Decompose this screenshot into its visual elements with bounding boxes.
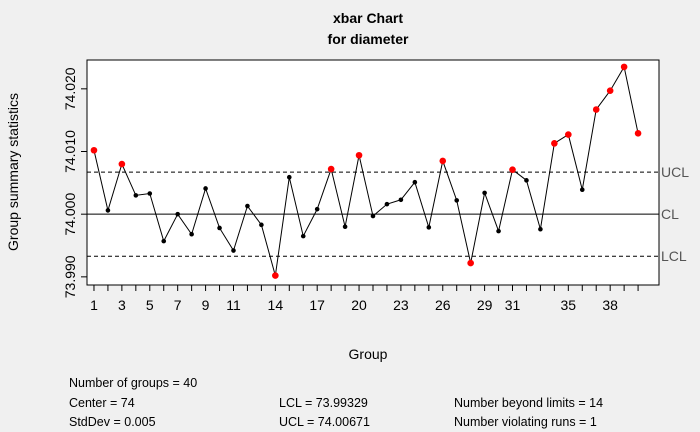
chart-title: xbar Chart: [333, 10, 403, 26]
data-point: [579, 187, 585, 193]
stat-beyond-limits: Number beyond limits = 14: [454, 396, 604, 410]
stat-number-of-groups: Number of groups = 40: [69, 376, 198, 390]
data-point: [482, 190, 487, 196]
stat-stddev: StdDev = 0.005: [69, 415, 156, 429]
data-point-violation: [565, 131, 572, 138]
y-axis-label: Group summary statistics: [5, 93, 21, 251]
limit-label-cl: CL: [661, 206, 679, 222]
x-tick-label: 14: [268, 297, 284, 313]
data-point: [412, 179, 418, 185]
data-point-violation: [467, 259, 474, 267]
data-point-violation: [592, 106, 600, 113]
x-tick-label: 29: [477, 297, 493, 313]
data-point-violation: [355, 151, 363, 159]
data-point-violation: [551, 140, 558, 147]
data-point: [314, 206, 320, 212]
y-tick-label: 74.010: [62, 130, 78, 173]
x-tick-label: 38: [602, 297, 618, 313]
data-point: [245, 203, 250, 209]
data-point: [370, 213, 376, 219]
data-point-violation: [327, 165, 335, 173]
x-tick-label: 35: [561, 297, 577, 313]
x-tick-label: 31: [505, 297, 521, 313]
data-point: [286, 174, 292, 180]
data-point: [398, 197, 404, 203]
data-point-violation: [118, 160, 126, 168]
x-tick-label: 7: [174, 297, 182, 313]
x-tick-label: 17: [309, 297, 325, 313]
data-point: [538, 226, 543, 232]
data-point: [524, 178, 529, 183]
x-tick-label: 1: [90, 297, 98, 313]
limit-label-ucl: UCL: [661, 164, 689, 180]
series-line: [93, 65, 639, 276]
data-point: [384, 201, 390, 207]
stat-ucl: UCL = 74.00671: [279, 415, 370, 429]
data-point-violation: [90, 146, 98, 154]
data-point-violation: [509, 166, 516, 173]
data-point-violation: [439, 157, 447, 165]
y-tick-label: 74.020: [62, 67, 78, 110]
data-point: [259, 222, 264, 228]
y-tick-label: 74.000: [62, 193, 78, 236]
limit-label-lcl: LCL: [661, 248, 687, 264]
data-point-violation: [634, 130, 642, 137]
x-tick-label: 23: [393, 297, 409, 313]
data-point: [105, 208, 111, 213]
x-tick-label: 9: [202, 297, 210, 313]
data-point: [426, 225, 432, 230]
data-point: [496, 228, 501, 234]
data-point: [133, 193, 139, 198]
stat-lcl: LCL = 73.99329: [279, 396, 368, 410]
x-axis-label: Group: [349, 346, 388, 362]
x-tick-label: 3: [118, 297, 126, 313]
y-tick-label: 73.990: [62, 255, 78, 298]
stat-violating-runs: Number violating runs = 1: [454, 415, 597, 429]
data-point: [203, 186, 208, 191]
data-point: [454, 198, 460, 203]
data-point: [300, 233, 306, 239]
data-point: [147, 191, 153, 196]
x-tick-label: 20: [351, 297, 367, 313]
data-point-violation: [620, 63, 628, 71]
x-tick-label: 5: [146, 297, 154, 313]
chart-subtitle: for diameter: [328, 31, 409, 47]
data-point-violation: [606, 87, 614, 95]
data-point: [231, 248, 236, 253]
stat-center: Center = 74: [69, 396, 135, 410]
x-tick-label: 26: [435, 297, 451, 313]
x-tick-label: 11: [226, 297, 241, 313]
data-point: [217, 225, 222, 231]
data-point: [175, 211, 180, 217]
data-point-violation: [272, 272, 279, 279]
data-point: [189, 231, 194, 237]
data-point: [342, 224, 348, 230]
data-point: [161, 238, 167, 244]
